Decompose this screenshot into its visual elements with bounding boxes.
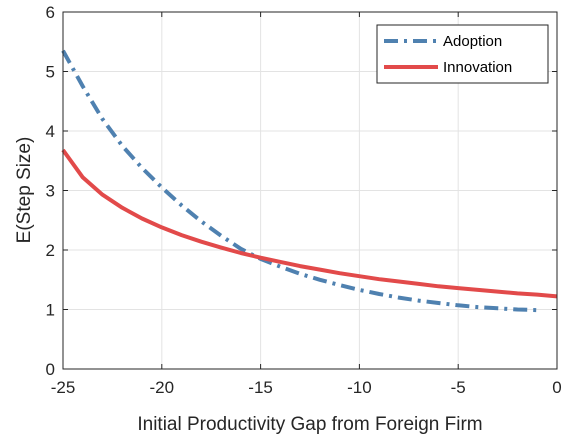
x-tick-label: -10 [347,378,372,397]
series-line-adoption [61,49,538,313]
series-layer [61,49,558,313]
y-tick-labels: 0 1 2 3 4 5 6 [46,3,55,379]
y-tick-label: 1 [46,301,55,320]
x-tick-label: -25 [51,378,76,397]
y-tick-label: 0 [46,360,55,379]
x-axis-title: Initial Productivity Gap from Foreign Fi… [137,414,482,435]
y-tick-label: 4 [46,122,55,141]
y-tick-label: 6 [46,3,55,22]
y-tick-label: 2 [46,241,55,260]
x-tick-label: 0 [552,378,561,397]
x-tick-label: -5 [451,378,466,397]
x-tick-labels: -25 -20 -15 -10 -5 0 [51,378,562,397]
legend-box [376,24,549,84]
y-tick-label: 3 [46,182,55,201]
legend: Adoption Innovation [376,24,549,84]
y-tick-label: 5 [46,63,55,82]
legend-label-adoption: Adoption [443,33,502,50]
x-tick-label: -20 [150,378,175,397]
y-axis-title: E(Step Size) [14,137,35,244]
x-tick-label: -15 [248,378,273,397]
series-line-innovation [61,148,558,299]
axis-ticks [62,11,558,370]
legend-label-innovation: Innovation [443,59,512,76]
